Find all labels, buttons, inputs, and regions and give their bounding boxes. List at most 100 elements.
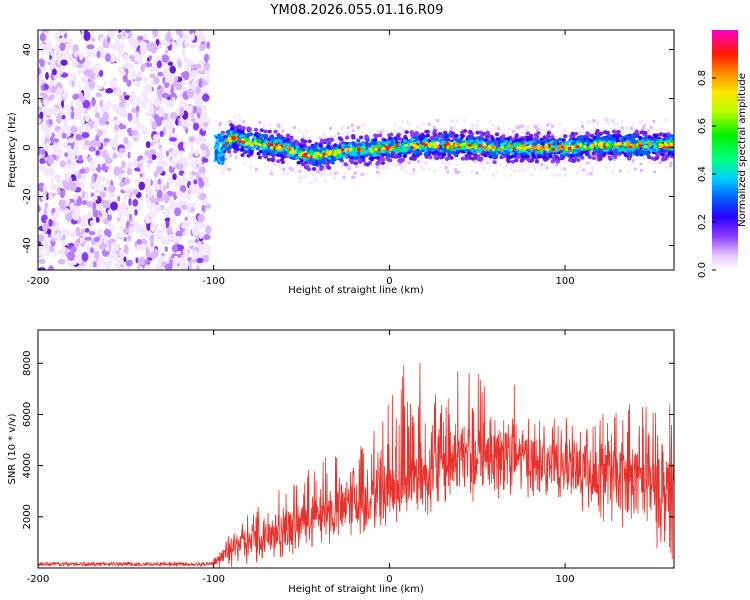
heatmap-cell [379,164,383,168]
heatmap-cell [95,104,99,114]
heatmap-cell [392,148,397,152]
heatmap-cell [44,237,49,244]
heatmap-cell [206,70,210,80]
heatmap-cell [244,135,249,139]
heatmap-cell [83,90,91,100]
heatmap-cell [515,155,521,160]
heatmap-cell [115,58,120,64]
heatmap-cell [533,124,537,128]
heatmap-cell [321,160,326,165]
heatmap-cell [573,131,579,136]
heatmap-cell [653,133,658,138]
heatmap-cell [423,152,428,156]
heatmap-cell [182,248,187,254]
heatmap-cell [606,153,610,157]
heatmap-cell [169,178,174,186]
heatmap-cell [198,78,202,88]
heatmap-cell [407,156,411,160]
heatmap-cell [577,153,582,158]
heatmap-cell [485,130,490,135]
heatmap-cell [201,254,210,263]
heatmap-cell [486,161,490,165]
heatmap-cell [168,73,175,84]
heatmap-cell [38,165,43,170]
heatmap-cell [205,247,211,257]
heatmap-cell [525,134,529,138]
heatmap-cell [38,205,41,213]
heatmap-cell [655,147,659,152]
heatmap-cell [116,257,124,264]
heatmap-cell [490,123,494,127]
heatmap-cell [123,61,132,69]
heatmap-cell [587,171,591,175]
heatmap-cell [95,167,102,172]
heatmap-cell [173,207,182,217]
heatmap-cell [570,163,574,167]
heatmap-cell [669,164,673,168]
heatmap-cell [194,63,202,69]
heatmap-cell [59,42,66,52]
heatmap-cell [142,153,148,163]
heatmap-cell [189,184,195,190]
heatmap-cell [134,245,140,251]
heatmap-cell [526,157,531,162]
heatmap-cell [42,184,48,192]
heatmap-cell [613,155,618,160]
heatmap-cell [633,154,637,158]
heatmap-cell [490,142,495,146]
heatmap-cell [609,144,613,148]
heatmap-cell [425,129,430,134]
heatmap-cell [580,124,584,128]
heatmap-cell [105,245,110,252]
heatmap-cell [576,136,581,141]
heatmap-cell [45,72,49,80]
heatmap-cell [227,167,231,171]
heatmap-cell [486,142,490,146]
heatmap-cell [54,229,59,234]
heatmap-cell [187,152,194,160]
heatmap-cell [179,150,184,156]
heatmap-cell [557,163,561,167]
heatmap-cell [41,244,49,249]
heatmap-cell [509,166,513,170]
heatmap-cell [617,148,622,153]
heatmap-cell [552,140,557,145]
heatmap-cell [470,127,474,131]
heatmap-cell [43,156,49,162]
heatmap-cell [261,146,265,150]
heatmap-cell [96,176,101,186]
heatmap-cell [110,201,118,211]
heatmap-cell [298,169,302,173]
heatmap-cell [165,150,169,157]
heatmap-cell [96,50,101,59]
heatmap-cell [379,168,383,172]
heatmap-cell [309,157,314,161]
heatmap-cell [198,117,204,125]
heatmap-cell [118,152,123,159]
heatmap-cell [187,202,192,213]
heatmap-cell [43,83,49,91]
heatmap-cell [198,194,206,201]
heatmap-cell [607,118,611,122]
heatmap-cell [453,125,457,129]
heatmap-cell [432,132,438,137]
heatmap-cell [492,160,497,165]
heatmap-cell [428,167,432,171]
heatmap-cell [645,152,650,157]
heatmap-cell [416,140,420,144]
heatmap-cell [222,167,226,171]
heatmap-cell [162,62,167,71]
heatmap-cell [238,118,242,122]
heatmap-cell [188,136,196,143]
heatmap-cell [411,171,415,175]
heatmap-cell [233,120,237,124]
heatmap-cell [70,111,75,120]
heatmap-cell [119,213,123,223]
heatmap-cell [520,157,526,162]
heatmap-cell [199,136,207,145]
heatmap-cell [224,157,228,161]
heatmap-cell [103,259,108,266]
heatmap-cell [654,152,660,156]
heatmap-cell [99,99,104,108]
heatmap-cell [69,202,76,212]
